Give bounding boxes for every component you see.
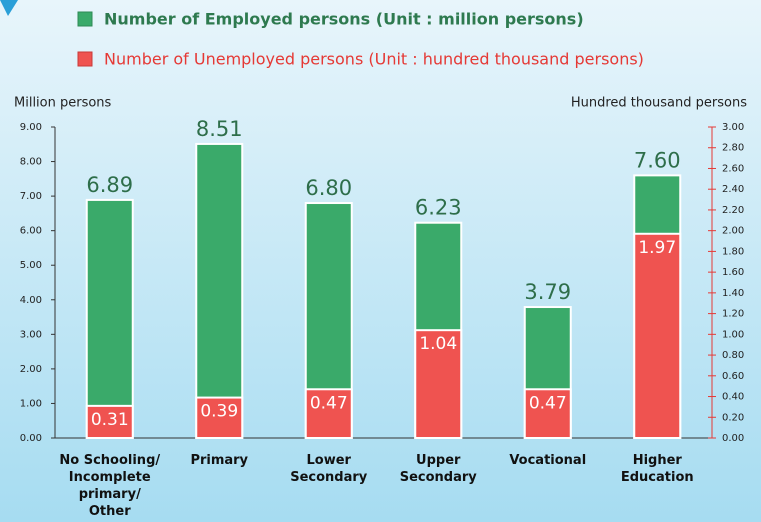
legend-swatch xyxy=(77,51,93,67)
y2-tick-label: 2.20 xyxy=(722,205,744,216)
x-tick-label: Upper Secondary xyxy=(399,453,477,485)
y-tick-label: 4.00 xyxy=(20,295,42,306)
y2-tick-label: 2.60 xyxy=(722,163,744,174)
data-label: 6.89 xyxy=(86,173,133,197)
data-label: 0.31 xyxy=(91,410,129,430)
y2-tick-label: 0.00 xyxy=(722,433,744,444)
y-tick-label: 0.00 xyxy=(20,433,42,444)
bar xyxy=(523,388,572,440)
legend-swatch xyxy=(77,11,93,27)
bar xyxy=(414,329,463,440)
y2-tick-label: 0.60 xyxy=(722,371,744,382)
bar xyxy=(195,142,244,439)
bar xyxy=(85,198,134,439)
y-tick-label: 2.00 xyxy=(20,364,42,375)
y2-tick-label: 3.00 xyxy=(722,122,744,133)
y2-tick-label: 1.80 xyxy=(722,246,744,257)
y-tick-label: 1.00 xyxy=(20,398,42,409)
y2-tick-label: 1.40 xyxy=(722,288,744,299)
legend-label: Number of Employed persons (Unit : milli… xyxy=(104,10,584,29)
y2-tick-label: 0.40 xyxy=(722,392,744,403)
bar xyxy=(633,232,682,439)
x-tick-label: Lower Secondary xyxy=(290,453,368,485)
bar xyxy=(195,396,244,440)
data-label: 6.80 xyxy=(305,176,352,200)
data-label: 0.39 xyxy=(200,402,238,422)
legend-label: Number of Unemployed persons (Unit : hun… xyxy=(104,50,644,69)
data-label: 7.60 xyxy=(634,148,681,172)
y-tick-label: 7.00 xyxy=(20,191,42,202)
y-tick-label: 5.00 xyxy=(20,260,42,271)
y2-tick-label: 1.60 xyxy=(722,267,744,278)
y-tick-label: 9.00 xyxy=(20,122,42,133)
y2-tick-label: 0.80 xyxy=(722,350,744,361)
x-tick-label: Vocational xyxy=(509,453,587,468)
x-tick-label: No Schooling/ Incomplete primary/ Other xyxy=(59,453,161,519)
y2-axis-label: Hundred thousand persons xyxy=(571,96,747,111)
data-label: 8.51 xyxy=(196,117,243,141)
y-tick-label: 6.00 xyxy=(20,226,42,237)
y-tick-label: 3.00 xyxy=(20,329,42,340)
y2-tick-label: 1.20 xyxy=(722,309,744,320)
bar xyxy=(85,404,134,440)
corner-decoration xyxy=(0,0,18,16)
y2-tick-label: 2.80 xyxy=(722,143,744,154)
data-label: 1.04 xyxy=(419,334,457,354)
y2-tick-label: 0.20 xyxy=(722,412,744,423)
y-axis-label: Million persons xyxy=(14,96,112,111)
data-label: 0.47 xyxy=(310,393,348,413)
data-label: 1.97 xyxy=(638,238,676,258)
y-tick-label: 8.00 xyxy=(20,157,42,168)
x-tick-label: Higher Education xyxy=(620,453,694,485)
data-label: 0.47 xyxy=(529,393,567,413)
data-label: 6.23 xyxy=(415,196,462,220)
y2-tick-label: 2.40 xyxy=(722,184,744,195)
data-label: 3.79 xyxy=(524,280,571,304)
y2-tick-label: 2.00 xyxy=(722,226,744,237)
bar xyxy=(304,388,353,440)
x-tick-label: Primary xyxy=(190,453,249,468)
y2-tick-label: 1.00 xyxy=(722,329,744,340)
